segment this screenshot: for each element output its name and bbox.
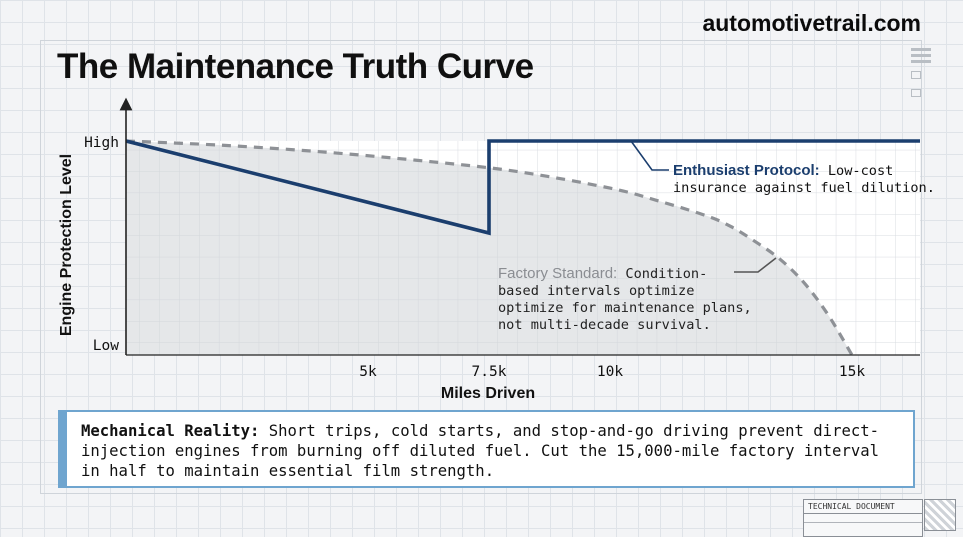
x-tick-label-1: 5k xyxy=(359,364,377,380)
x-tick-label-3: 10k xyxy=(597,364,623,380)
annotation-factory-line-2: based intervals optimize xyxy=(498,283,695,299)
annotation-factory-line-3: optimize for maintenance plans, xyxy=(498,300,752,316)
factory-area-fill xyxy=(126,141,852,355)
qr-code-icon xyxy=(924,499,956,531)
x-axis-label: Miles Driven xyxy=(441,385,535,402)
leader-factory xyxy=(734,257,777,273)
series-line-2 xyxy=(125,139,920,236)
page-title: The Maintenance Truth Curve xyxy=(57,47,534,86)
techdoc-header: TECHNICAL DOCUMENT xyxy=(804,500,922,514)
mechanical-reality-callout: Mechanical Reality: Short trips, cold st… xyxy=(58,410,915,488)
x-tick-label-4: 15k xyxy=(839,364,865,380)
annotation-factory-line-1: Condition- xyxy=(625,266,708,282)
callout-label: Mechanical Reality: xyxy=(81,422,260,440)
site-name: automotivetrail.com xyxy=(702,10,921,36)
x-tick-label-2: 7.5k xyxy=(472,364,507,380)
technical-document-stamp: TECHNICAL DOCUMENT xyxy=(803,499,923,537)
y-tick-label-1: High xyxy=(84,135,119,151)
annotation-enthusiast-line-1: Low-cost xyxy=(827,163,894,179)
annotation-enthusiast-label: Enthusiast Protocol: xyxy=(673,162,820,179)
annotation-factory-line-4: not multi-decade survival. xyxy=(498,317,711,333)
document-icon xyxy=(911,48,931,97)
annotation-factory: Factory Standard: Condition- based inter… xyxy=(498,265,752,334)
y-axis-label: Engine Protection Level xyxy=(58,154,75,336)
annotation-enthusiast: Enthusiast Protocol: Low-cost insurance … xyxy=(673,162,935,197)
annotation-factory-label: Factory Standard: xyxy=(498,265,618,282)
y-tick-label-2: Low xyxy=(93,338,119,354)
annotation-enthusiast-line-2: insurance against fuel dilution. xyxy=(673,180,935,196)
callout-text: Short trips, cold starts, and stop-and-g… xyxy=(81,422,880,480)
series-line-1 xyxy=(125,139,854,356)
leader-enthusiast xyxy=(630,140,669,171)
